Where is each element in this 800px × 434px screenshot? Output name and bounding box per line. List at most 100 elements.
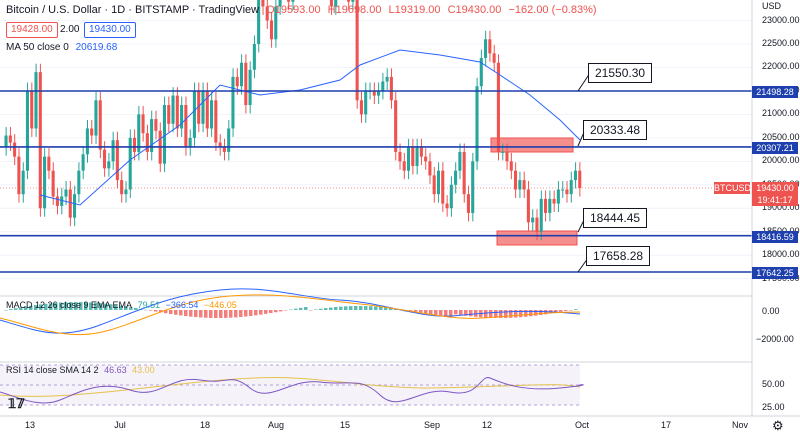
- price-tick: 22500.00: [762, 37, 800, 48]
- macd-bar: [199, 310, 203, 318]
- callout-17658[interactable]: 17658.28: [586, 246, 651, 266]
- candle-body: [25, 90, 29, 171]
- candle-body: [214, 100, 218, 143]
- candle-body: [34, 72, 38, 129]
- ma-legend-title: MA 50 close 0: [6, 42, 69, 53]
- macd-bar: [309, 310, 313, 311]
- macd-bar: [429, 310, 433, 315]
- callout-20333[interactable]: 20333.48: [583, 120, 648, 140]
- candle-body: [77, 170, 81, 195]
- candle-body: [184, 105, 188, 148]
- candle-body: [449, 184, 453, 209]
- sell-price-box[interactable]: 19428.00: [6, 22, 58, 38]
- macd-bar: [264, 310, 268, 314]
- callout-18444[interactable]: 18444.45: [583, 208, 648, 228]
- date-tick: 18: [199, 420, 211, 430]
- candle-body: [68, 189, 72, 218]
- macd-line-value: −366.54: [165, 300, 199, 310]
- candle-body: [227, 128, 231, 152]
- candle-body: [180, 105, 184, 129]
- candle-body: [201, 90, 205, 124]
- macd-bar: [159, 310, 163, 313]
- buy-price-box[interactable]: 19430.00: [84, 22, 136, 38]
- candle-body: [351, 0, 355, 2]
- symbol-title[interactable]: Bitcoin / U.S. Dollar · 1D · BITSTAMP · …: [6, 4, 260, 16]
- gear-icon[interactable]: ⚙: [772, 418, 784, 433]
- macd-bar: [224, 310, 228, 318]
- date-tick: Aug: [267, 420, 285, 430]
- macd-bar: [339, 306, 343, 310]
- current-price-tag: 19430.00: [752, 182, 798, 194]
- macd-bar: [109, 304, 113, 310]
- candle-body: [347, 0, 351, 2]
- macd-bar: [304, 307, 308, 310]
- candle-body: [145, 133, 149, 152]
- macd-bar: [214, 310, 218, 318]
- candle-body: [162, 105, 166, 164]
- macd-bar: [539, 310, 543, 316]
- candle-body: [543, 198, 548, 213]
- candle-body: [73, 194, 77, 218]
- candle-body: [389, 76, 393, 101]
- ohlc-low: L19319.00: [388, 4, 441, 16]
- macd-bar: [334, 307, 338, 310]
- macd-bar: [184, 310, 188, 317]
- candle-body: [244, 62, 248, 106]
- macd-bar: [474, 310, 478, 317]
- candle-body: [64, 189, 68, 197]
- candle-body: [518, 180, 522, 190]
- macd-bar: [124, 306, 128, 310]
- macd-bar: [299, 307, 303, 310]
- ma-legend[interactable]: MA 50 close 0 20619.68: [6, 42, 121, 53]
- macd-bar: [314, 309, 318, 310]
- rsi-legend[interactable]: RSI 14 close SMA 14 2 46.63 43.00: [6, 365, 158, 375]
- candle-body: [141, 114, 145, 134]
- macd-bar: [559, 310, 563, 312]
- macd-bar: [554, 310, 558, 313]
- macd-bar: [499, 310, 503, 318]
- candle-body: [94, 100, 98, 136]
- level-tag: 20307.21: [752, 142, 798, 154]
- candle-body: [21, 170, 25, 195]
- candle-body: [505, 151, 509, 162]
- macd-legend[interactable]: MACD 12 26 close 9 EMA EMA 79.51 −366.54…: [6, 300, 240, 310]
- macd-bar: [259, 310, 263, 315]
- macd-bar: [454, 310, 458, 315]
- candle-body: [287, 0, 291, 2]
- macd-bar: [424, 310, 428, 314]
- macd-bar: [564, 310, 568, 311]
- candle-body: [132, 137, 137, 152]
- macd-bar: [4, 310, 8, 311]
- macd-bar: [34, 305, 38, 310]
- candle-body: [8, 135, 12, 143]
- candle-body: [85, 128, 89, 155]
- tv-logo-icon[interactable]: 𝟙𝟟: [8, 396, 25, 411]
- candle-body: [385, 76, 389, 82]
- candle-body: [428, 161, 432, 176]
- macd-bar: [489, 310, 493, 318]
- macd-bar: [9, 309, 13, 310]
- price-tick: 21000.00: [762, 108, 800, 119]
- macd-bar: [149, 310, 153, 311]
- candle-body: [479, 58, 483, 87]
- macd-bar: [39, 304, 43, 310]
- candle-body: [411, 147, 415, 167]
- macd-bar: [64, 302, 68, 310]
- candle-body: [398, 151, 402, 162]
- rsi-sma-line: [0, 377, 581, 397]
- candle-body: [13, 142, 17, 157]
- countdown-tag: 19:41:17: [752, 194, 798, 206]
- date-tick: 17: [660, 420, 672, 430]
- candle-body: [235, 76, 239, 87]
- level-tag: 18416.59: [752, 231, 798, 243]
- callout-21550[interactable]: 21550.30: [588, 63, 653, 83]
- candle-body: [355, 0, 359, 101]
- candle-body: [90, 128, 94, 136]
- macd-bar: [99, 303, 103, 310]
- macd-bar: [349, 306, 353, 310]
- price-tick: 20000.00: [762, 155, 800, 166]
- rsi-value: 46.63: [104, 365, 127, 375]
- ohlc-high: H19698.00: [327, 4, 382, 16]
- candle-body: [60, 196, 64, 206]
